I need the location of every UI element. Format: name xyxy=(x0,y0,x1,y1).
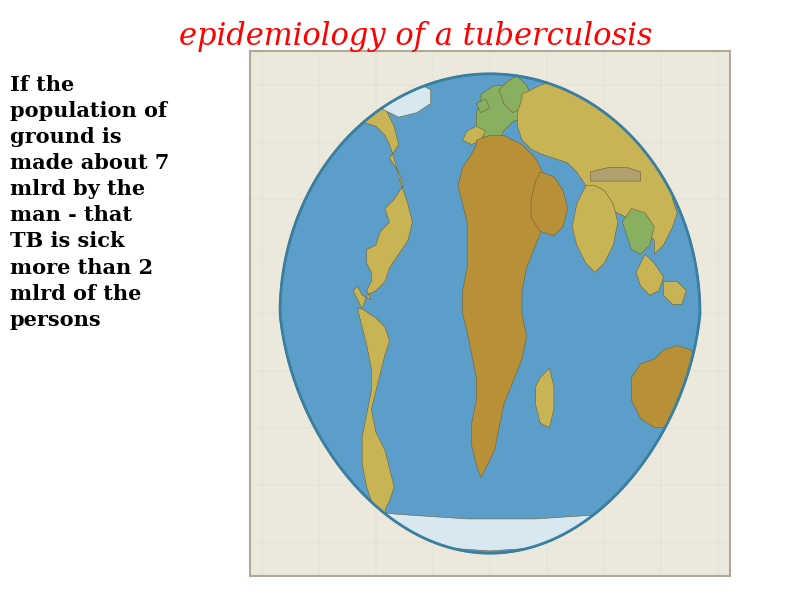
Polygon shape xyxy=(326,505,677,551)
Polygon shape xyxy=(622,208,654,254)
Polygon shape xyxy=(590,167,641,181)
Polygon shape xyxy=(682,140,700,158)
Polygon shape xyxy=(358,309,394,528)
Text: epidemiology of a tuberculosis: epidemiology of a tuberculosis xyxy=(179,21,653,52)
Polygon shape xyxy=(631,346,700,428)
Polygon shape xyxy=(572,185,618,272)
PathPatch shape xyxy=(280,74,700,553)
Polygon shape xyxy=(518,76,695,254)
Polygon shape xyxy=(458,136,550,478)
Polygon shape xyxy=(531,172,568,236)
Polygon shape xyxy=(536,368,554,428)
Polygon shape xyxy=(700,391,714,419)
Polygon shape xyxy=(366,80,430,117)
Text: If the
population of
ground is
made about 7
mlrd by the
man - that
TB is sick
mo: If the population of ground is made abou… xyxy=(10,75,169,330)
Polygon shape xyxy=(285,90,412,309)
Polygon shape xyxy=(462,127,486,145)
Polygon shape xyxy=(476,85,531,140)
Polygon shape xyxy=(636,254,663,295)
Polygon shape xyxy=(499,76,531,113)
Polygon shape xyxy=(663,281,686,304)
Polygon shape xyxy=(476,99,490,113)
